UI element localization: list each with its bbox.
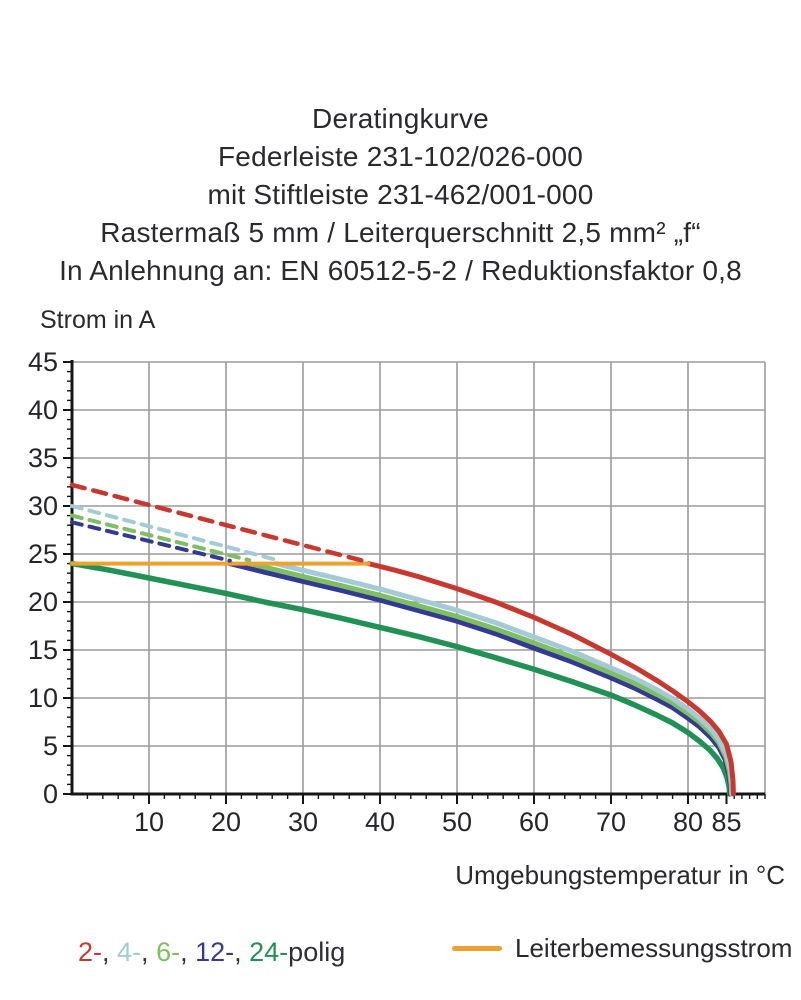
- x-tick-label-85: 85: [711, 807, 741, 837]
- legend-pole-6-label: 6-: [156, 937, 181, 967]
- poles-legend: 2-, 4-, 6-, 12-, 24-polig: [78, 937, 345, 968]
- curve-24-polig: [69, 560, 733, 797]
- y-axis-title: Strom in A: [40, 306, 156, 334]
- legend-pole-24-label: 24-: [249, 937, 289, 967]
- y-tick-label-15: 15: [28, 635, 58, 665]
- legend-separator: ,: [141, 937, 157, 967]
- legend-pole-12-label: 12-: [195, 937, 235, 967]
- y-tick-label-20: 20: [28, 587, 58, 617]
- curve-4-polig: [273, 561, 735, 797]
- y-tick-label-5: 5: [43, 731, 58, 761]
- curve-2-polig: [365, 561, 736, 797]
- chart-title-block: Deratingkurve Federleiste 231-102/026-00…: [0, 100, 801, 290]
- y-tick-label-10: 10: [28, 683, 58, 713]
- title-line-5: In Anlehnung an: EN 60512-5-2 / Reduktio…: [59, 255, 742, 286]
- x-tick-label-10: 10: [134, 807, 164, 837]
- legend-separator: ,: [234, 937, 250, 967]
- y-tick-label-0: 0: [43, 779, 58, 809]
- x-tick-label-30: 30: [288, 807, 318, 837]
- legend-row: 2-, 4-, 6-, 12-, 24-polig Leiterbemessun…: [0, 933, 801, 977]
- y-tick-label-25: 25: [28, 539, 58, 569]
- curve-4-polig-grenzstrom: [70, 504, 279, 562]
- derating-curves-plot: 10 20 30 40 50 60 70 80 85 0 5 10 15 20 25 30 35 40 45: [28, 347, 766, 837]
- y-tick-label-35: 35: [28, 443, 58, 473]
- x-tick-label-70: 70: [596, 807, 626, 837]
- rated-current-line-swatch: [452, 946, 502, 951]
- x-tick-label-40: 40: [365, 807, 395, 837]
- rated-current-legend: Leiterbemessungsstrom: [452, 933, 792, 964]
- curve-6-polig-grenzstrom: [70, 513, 252, 563]
- x-tick-label-20: 20: [211, 807, 241, 837]
- y-tick-label-30: 30: [28, 491, 58, 521]
- legend-pole-4-label: 4-: [117, 937, 142, 967]
- x-tick-label-50: 50: [442, 807, 472, 837]
- legend-poles-suffix: polig: [288, 937, 346, 967]
- legend-separator: ,: [102, 937, 118, 967]
- x-axis-title: Umgebungstemperatur in °C: [455, 860, 785, 890]
- x-tick-label-60: 60: [519, 807, 549, 837]
- y-tick-label-40: 40: [28, 395, 58, 425]
- y-tick-label-45: 45: [28, 347, 58, 377]
- curve-12-polig-grenzstrom: [70, 520, 232, 563]
- title-line-3: mit Stiftleiste 231-462/001-000: [207, 179, 594, 210]
- legend-separator: ,: [180, 937, 196, 967]
- rated-current-label: Leiterbemessungsstrom: [515, 933, 793, 963]
- title-line-1: Deratingkurve: [312, 103, 489, 134]
- title-line-2: Federleiste 231-102/026-000: [218, 141, 583, 172]
- title-line-4: Rastermaß 5 mm / Leiterquerschnitt 2,5 m…: [100, 217, 701, 248]
- x-tick-label-80: 80: [673, 807, 703, 837]
- curve-2-polig-grenzstrom: [69, 482, 371, 565]
- legend-pole-2-label: 2-: [78, 937, 103, 967]
